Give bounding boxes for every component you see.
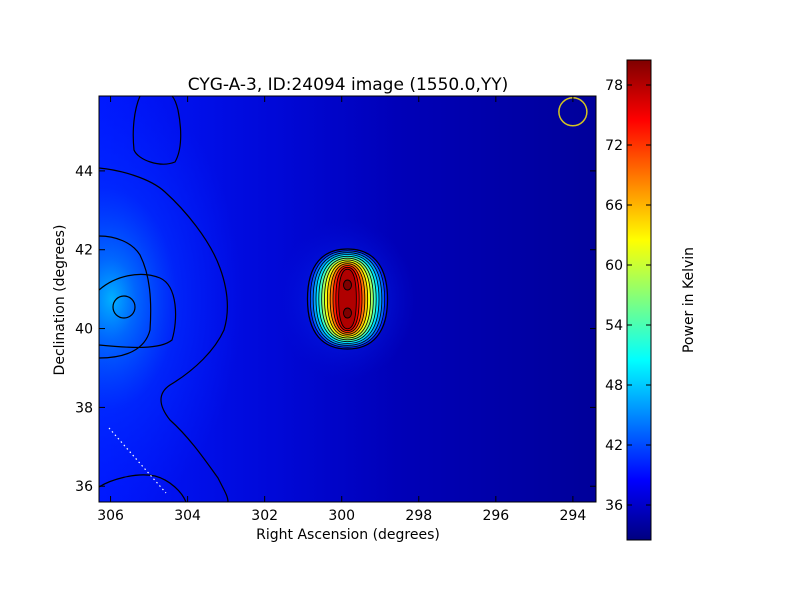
y-tick-label: 36 bbox=[75, 479, 93, 495]
y-axis-label: Declination (degrees) bbox=[52, 225, 68, 376]
plot-frame bbox=[98, 95, 597, 503]
contour-level-2 bbox=[99, 235, 152, 359]
contour-bottom bbox=[99, 474, 187, 502]
x-tick-label: 296 bbox=[482, 508, 509, 524]
y-axis-ticks: 36 38 40 42 44 bbox=[75, 164, 596, 495]
x-tick-label: 300 bbox=[328, 508, 355, 524]
contour-level-3 bbox=[99, 273, 177, 349]
x-tick-label: 302 bbox=[251, 508, 278, 524]
x-tick-label: 306 bbox=[97, 508, 124, 524]
chart-title: CYG-A-3, ID:24094 image (1550.0,YY) bbox=[188, 75, 509, 95]
colorbar-tick-label: 42 bbox=[605, 438, 623, 454]
x-axis-label: Right Ascension (degrees) bbox=[256, 527, 440, 543]
x-tick-label: 298 bbox=[405, 508, 432, 524]
source-contour bbox=[338, 268, 357, 330]
colorbar-tick-label: 72 bbox=[605, 138, 623, 154]
compact-source-contours bbox=[306, 248, 389, 350]
colorbar-label: Power in Kelvin bbox=[681, 247, 697, 353]
x-axis-ticks: 306 304 302 300 298 296 294 bbox=[97, 96, 586, 524]
contour-top-lobe bbox=[132, 96, 182, 165]
contour-peak-extended bbox=[112, 295, 136, 319]
x-tick-label: 304 bbox=[174, 508, 201, 524]
source-peak-south bbox=[343, 307, 352, 319]
y-tick-label: 40 bbox=[75, 322, 93, 338]
colorbar-tick-label: 60 bbox=[605, 258, 623, 274]
dotted-track bbox=[108, 427, 167, 494]
y-tick-label: 44 bbox=[75, 164, 93, 180]
extended-contours bbox=[99, 96, 229, 502]
colorbar-tick-label: 66 bbox=[605, 198, 623, 214]
plot-area bbox=[99, 96, 596, 502]
y-tick-label: 42 bbox=[75, 243, 93, 259]
colorbar-tick-label: 78 bbox=[605, 78, 623, 94]
y-tick-label: 38 bbox=[75, 400, 93, 416]
colorbar: 36 42 48 54 60 66 72 78 Power in Kelvin bbox=[605, 59, 697, 541]
x-tick-label: 294 bbox=[560, 508, 587, 524]
colorbar-ticks: 36 42 48 54 60 66 72 78 bbox=[605, 78, 651, 514]
colorbar-tick-label: 48 bbox=[605, 378, 623, 394]
source-peak-north bbox=[343, 279, 352, 291]
colorbar-tick-label: 54 bbox=[605, 318, 623, 334]
colorbar-tick-label: 36 bbox=[605, 498, 623, 514]
colorbar-gradient bbox=[626, 59, 652, 541]
contour-outer bbox=[99, 167, 229, 502]
